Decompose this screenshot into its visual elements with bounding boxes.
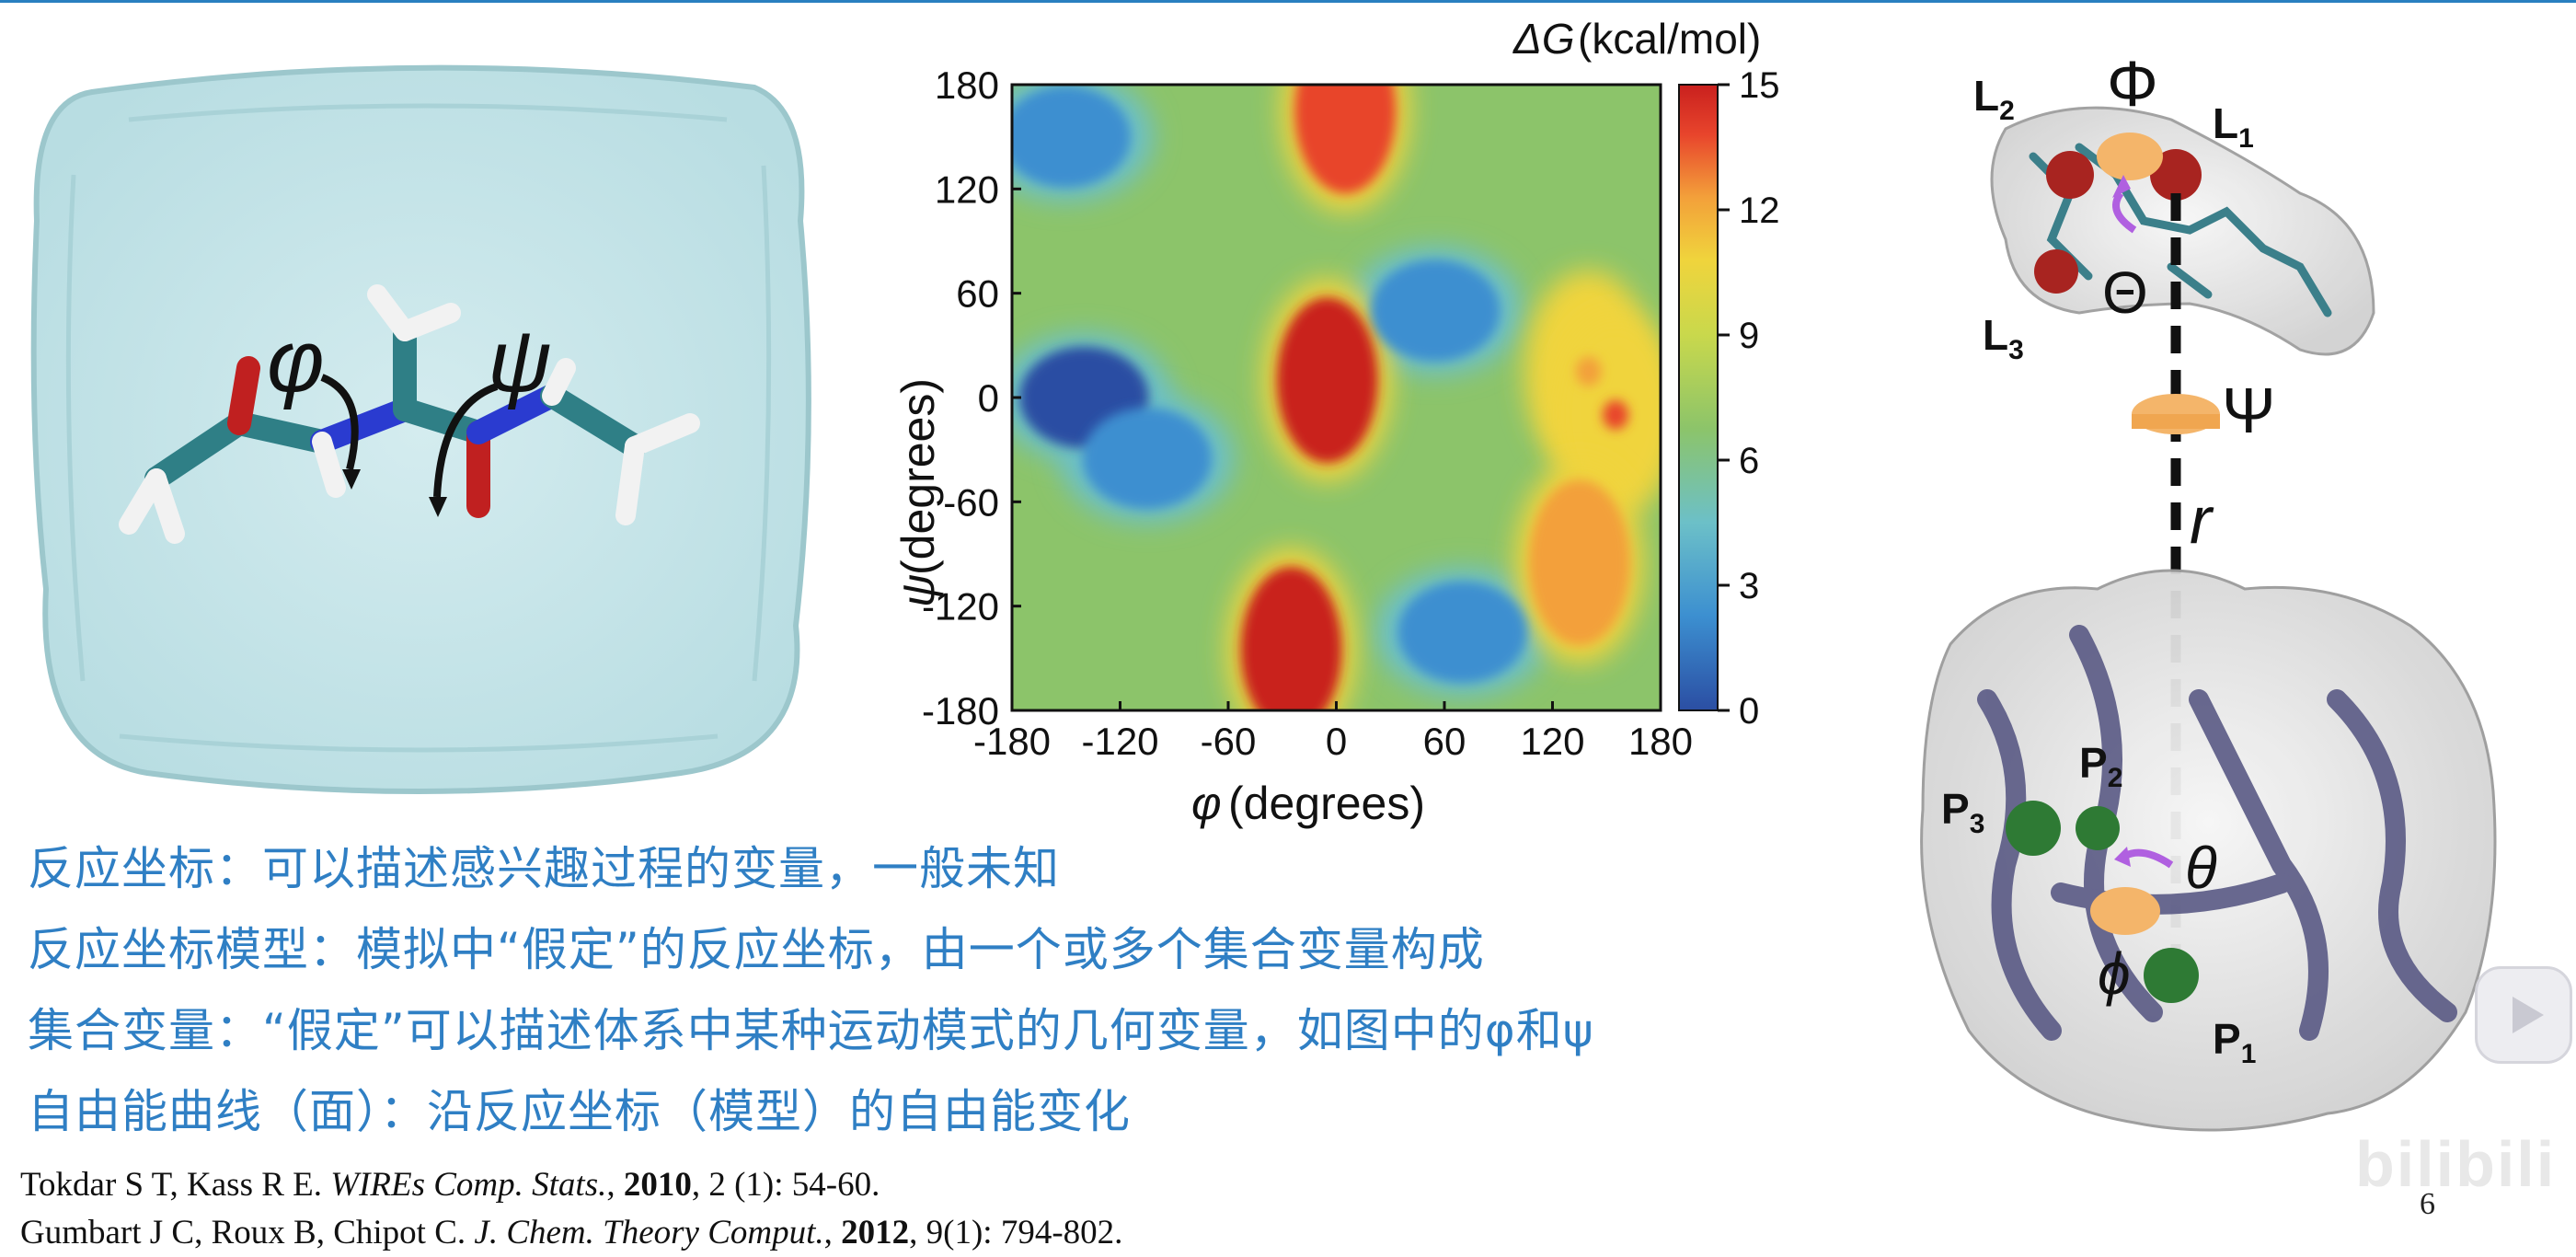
heatmap-feature-4 [1397, 582, 1527, 683]
y-tick-label: 180 [935, 63, 999, 107]
definition-free-energy-profile: 自由能曲线（面）：沿反应坐标（模型）的自由能变化 [28, 1085, 1131, 1138]
protein-atom-p2 [2076, 806, 2120, 850]
y-tick-label: -180 [922, 689, 999, 732]
protein-atom-p1 [2144, 948, 2199, 1003]
heatmap-feature-9 [1603, 399, 1629, 430]
heatmap-feature-8 [1575, 356, 1602, 386]
Phi-rotation-ring [2097, 133, 2163, 180]
y-axis-symbol: ψ [892, 574, 944, 607]
definition-reaction-coordinate: 反应坐标：可以描述感兴趣过程的变量，一般未知 [28, 842, 1060, 895]
protein-label-p1: P1 [2213, 1015, 2256, 1069]
references: Tokdar S T, Kass R E. WIREs Comp. Stats.… [20, 1161, 1676, 1257]
reference-1: Tokdar S T, Kass R E. WIREs Comp. Stats.… [20, 1166, 880, 1204]
ligand-atom-l1 [2150, 149, 2202, 201]
colorbar-tick-label: 0 [1739, 691, 1759, 732]
ligand-label-l1: L1 [2213, 99, 2254, 154]
x-tick-label: 120 [1520, 720, 1584, 763]
y-tick-label: 60 [956, 272, 999, 316]
free-energy-chart: -180 -120 -60 0 60 120 180 180 120 60 0 -60 -120 -18… [828, 0, 1840, 837]
page-number: 6 [2420, 1187, 2435, 1221]
x-tick-label: -60 [1201, 720, 1257, 763]
ligand-label-l2: L2 [1973, 72, 2015, 126]
colorbar-title-symbol: ΔG [1512, 15, 1575, 63]
molecule-svg: φ ψ [30, 64, 811, 794]
x-tick-label: 180 [1628, 720, 1693, 763]
heatmap-feature-7 [1294, 85, 1397, 194]
Phi-label: Φ [2107, 48, 2158, 120]
phi-label: φ [267, 312, 325, 410]
x-tick-label: -120 [1081, 720, 1158, 763]
water-box [30, 64, 811, 794]
x-axis-unit: (degrees) [1228, 778, 1425, 829]
heatmap-feature-3 [1371, 259, 1501, 362]
psi-label: ψ [488, 312, 552, 410]
r-label: r [2190, 484, 2214, 558]
x-tick-label: 0 [1326, 720, 1347, 763]
y-tick-label: 120 [935, 167, 999, 211]
ligand-label-l3: L3 [1983, 311, 2024, 365]
phi-small-label: ϕ [2098, 940, 2131, 1007]
play-icon [2513, 997, 2544, 1033]
colorbar-title-unit: (kcal/mol) [1578, 15, 1761, 63]
heatmap-svg: -180 -120 -60 0 60 120 180 180120600-60-120-18… [892, 15, 1780, 829]
colorbar-tick-label: 15 [1739, 65, 1780, 106]
colorbar-tick-label: 9 [1739, 316, 1759, 356]
ligand-atom-l3 [2034, 249, 2078, 294]
heatmap-feature-2 [1082, 408, 1212, 510]
phi-rotation-arrow [320, 374, 359, 470]
theta-label: θ [2185, 835, 2217, 901]
definition-collective-variable: 集合变量：“假定”可以描述体系中某种运动模式的几何变量，如图中的φ和ψ [28, 1004, 1594, 1057]
x-axis-ticks: -180 -120 -60 0 60 120 180 [973, 701, 1693, 763]
Psi-label: Ψ [2222, 375, 2275, 446]
heatmap-plot-area [1012, 85, 1661, 710]
dipeptide-model [119, 284, 700, 544]
heatmap-feature-10 [1528, 479, 1630, 646]
x-tick-label: 60 [1423, 720, 1466, 763]
protein-atom-p3 [2006, 801, 2061, 856]
heatmap-feature-5 [1276, 297, 1378, 464]
colorbar [1678, 84, 1719, 711]
colorbar-tick-label: 3 [1739, 566, 1759, 606]
schematic-svg: L2 L1 L3 Φ Θ Ψ r P2 P3 P1 θ ϕ [1920, 48, 2497, 1132]
heatmap-feature-0 [1012, 86, 1131, 188]
molecule-figure: φ ψ [18, 37, 828, 801]
protein-label-p2: P2 [2079, 739, 2122, 793]
colorbar-tick-label: 12 [1739, 190, 1780, 231]
y-tick-label: -120 [922, 585, 999, 628]
y-axis-unit: (degrees) [892, 378, 944, 575]
x-axis-symbol: φ [1191, 778, 1222, 829]
video-play-button[interactable] [2475, 966, 2572, 1064]
Theta-label: Θ [2102, 259, 2148, 326]
y-tick-label: -60 [943, 480, 999, 524]
watermark-logo: bilibili [2355, 1128, 2557, 1200]
definition-rc-model: 反应坐标模型：模拟中“假定”的反应坐标，由一个或多个集合变量构成 [28, 923, 1485, 976]
x-tick-label: -180 [973, 720, 1051, 763]
ligand-atom-l2 [2046, 151, 2094, 199]
psi-rotation-arrow [433, 383, 499, 498]
colorbar-tick-label: 6 [1739, 441, 1759, 481]
definitions-block: 反应坐标：可以描述感兴趣过程的变量，一般未知 反应坐标模型：模拟中“假定”的反应… [28, 828, 1923, 1152]
y-tick-label: 0 [978, 376, 999, 420]
binding-schematic: L2 L1 L3 Φ Θ Ψ r P2 P3 P1 θ ϕ [1895, 37, 2539, 1215]
heatmap-feature-6 [1240, 566, 1342, 710]
colorbar-ticks: 15 12 9 6 3 0 [1718, 65, 1780, 732]
reference-2: Gumbart J C, Roux B, Chipot C. J. Chem. … [20, 1214, 1123, 1251]
top-accent-line [0, 0, 2576, 3]
protein-label-p3: P3 [1941, 785, 1984, 839]
y-axis-ticks: 180 120 60 0 -60 -120 -180 [922, 63, 1021, 732]
phi-rotation-ring [2090, 887, 2160, 935]
